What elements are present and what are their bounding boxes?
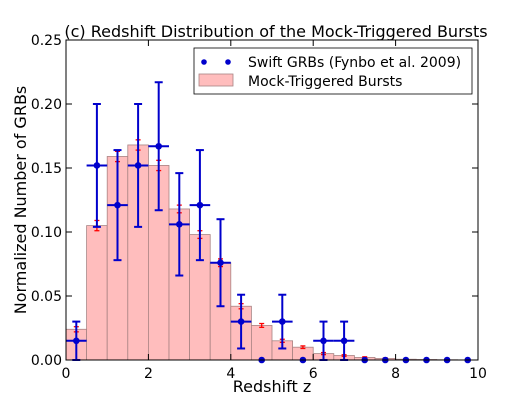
swift-grb-point (155, 142, 162, 150)
y-tick-label: 0.15 (31, 161, 62, 177)
swift-grb-point (176, 221, 183, 228)
axis-ticks: 0 2 4 6 8 10 0.00 0.05 0.10 0.15 0.20 0.25 (31, 33, 487, 382)
legend-box (193, 47, 473, 95)
swift-grb-point (196, 201, 204, 209)
swift-grb-point (237, 318, 245, 325)
x-tick-label: 2 (144, 366, 153, 382)
swift-grb-point (279, 318, 286, 325)
x-axis-label: Redshift z (233, 377, 311, 396)
y-tick-label: 0.25 (31, 33, 62, 49)
y-tick-label: 0.05 (31, 289, 62, 305)
legend: Swift GRBs (Fynbo et al. 2009) Mock-Trig… (193, 47, 473, 95)
x-tick-label: 0 (62, 366, 71, 382)
swift-grb-point (73, 337, 80, 345)
legend-swatch-mock (198, 73, 234, 87)
swift-grb-point (320, 337, 327, 345)
legend-marker-swift (225, 59, 231, 65)
x-tick-label: 4 (226, 366, 235, 382)
y-axis-label: Normalized Number of GRBs (11, 86, 30, 315)
legend-label-swift: Swift GRBs (Fynbo et al. 2009) (248, 55, 461, 71)
swift-grb-point (93, 162, 101, 169)
swift-grb-point (217, 259, 224, 267)
legend-label-mock: Mock-Triggered Bursts (248, 74, 402, 90)
y-tick-label: 0.10 (31, 225, 62, 241)
histogram-bar (86, 225, 108, 361)
x-tick-label: 6 (309, 366, 318, 382)
histogram-bar (250, 325, 273, 361)
y-tick-label: 0.20 (31, 97, 62, 113)
histogram-bars (65, 144, 479, 361)
chart-title: (c) Redshift Distribution of the Mock-Tr… (64, 22, 487, 41)
swift-grb-points (66, 81, 472, 364)
legend-marker-swift (201, 59, 207, 65)
swift-grb-point (340, 337, 348, 345)
x-tick-label: 8 (391, 366, 400, 382)
plot-frame (65, 39, 479, 361)
swift-grb-point (114, 201, 121, 209)
swift-grb-point (134, 162, 142, 169)
x-tick-label: 10 (469, 366, 487, 382)
y-tick-label: 0.00 (31, 353, 62, 369)
